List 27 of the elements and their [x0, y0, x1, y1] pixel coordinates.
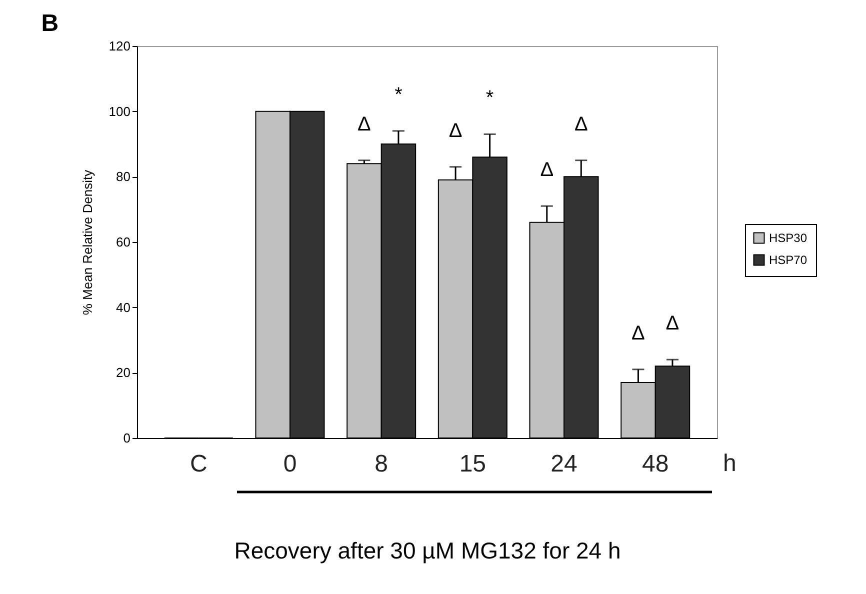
y-tick-label: 120 — [108, 38, 130, 54]
y-tick-label: 60 — [116, 234, 130, 250]
annotation: Δ — [448, 120, 462, 142]
y-tick-label: 40 — [116, 300, 130, 315]
x-tick-label: 24 — [550, 450, 578, 478]
annotation: * — [486, 87, 494, 110]
y-tick-label: 100 — [108, 104, 130, 119]
annotation: Δ — [540, 159, 554, 182]
x-tick-label: C — [190, 450, 208, 478]
annotation: Δ — [632, 322, 645, 344]
y-tick-label: 20 — [116, 365, 130, 380]
y-tick-label: 0 — [123, 430, 130, 446]
annotation: * — [394, 84, 403, 106]
chart-title: B — [41, 10, 59, 37]
legend-label: HSP30 — [769, 231, 808, 245]
x-tick-label: 8 — [374, 450, 388, 478]
annotation: Δ — [574, 113, 588, 136]
legend-label: HSP70 — [769, 253, 808, 267]
annotation: Δ — [358, 113, 371, 136]
x-tick-label: 15 — [459, 450, 486, 478]
text: h — [723, 450, 736, 477]
annotation: Δ — [666, 312, 680, 335]
x-tick-label: 48 — [642, 450, 669, 478]
x-tick-label: 0 — [283, 450, 297, 478]
y-tick-label: 80 — [116, 169, 130, 184]
x-axis-title: Recovery after 30 µM MG132 for 24 h — [234, 538, 621, 564]
y-axis-title: % Mean Relative Density — [80, 169, 95, 316]
